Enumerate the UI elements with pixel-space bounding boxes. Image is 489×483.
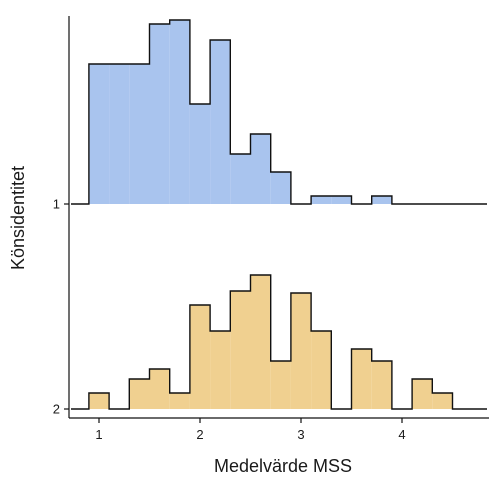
bar-series-1-bin-2 xyxy=(109,64,130,204)
bar-series-1-bin-10 xyxy=(270,172,291,204)
bar-series-2-bin-15 xyxy=(371,361,392,409)
y-tick-label-1: 1 xyxy=(53,197,60,212)
y-axis-title: Könsidentitet xyxy=(8,166,28,270)
series-2 xyxy=(71,274,487,410)
bar-series-2-bin-12 xyxy=(311,331,332,409)
bar-series-2-bin-3 xyxy=(129,379,150,409)
bar-series-1-bin-8 xyxy=(230,154,251,204)
bar-series-2-bin-10 xyxy=(270,361,291,409)
bar-series-2-bin-14 xyxy=(351,349,372,409)
x-tick-label-2: 2 xyxy=(196,427,203,442)
bar-series-1-bin-9 xyxy=(250,134,271,204)
series-1 xyxy=(71,19,487,205)
x-tick-label-3: 3 xyxy=(297,427,304,442)
bar-series-2-bin-18 xyxy=(432,393,453,409)
bar-series-2-bin-9 xyxy=(250,275,271,409)
y-tick-label-2: 2 xyxy=(53,402,60,417)
bar-series-1-bin-4 xyxy=(149,24,170,204)
bar-series-2-bin-6 xyxy=(189,305,211,409)
x-axis-title: Medelvärde MSS xyxy=(214,456,352,476)
outline-series-1 xyxy=(71,19,487,205)
bar-series-1-bin-15 xyxy=(371,196,392,204)
bar-series-1-bin-12 xyxy=(311,196,332,204)
bar-series-2-bin-1 xyxy=(88,393,110,409)
bar-series-2-bin-8 xyxy=(230,291,251,409)
bar-series-2-bin-17 xyxy=(412,379,433,409)
bar-series-1-bin-6 xyxy=(189,104,211,204)
x-tick-label-1: 1 xyxy=(95,427,102,442)
bar-series-1-bin-7 xyxy=(210,40,231,204)
series-layer xyxy=(71,19,487,410)
bar-series-1-bin-13 xyxy=(331,196,352,204)
bar-series-1-bin-5 xyxy=(169,20,190,204)
bar-series-2-bin-7 xyxy=(210,331,231,409)
bar-series-2-bin-4 xyxy=(149,369,170,409)
bar-series-1-bin-1 xyxy=(88,64,110,204)
bar-series-2-bin-11 xyxy=(290,293,312,409)
axes-layer: 1 2 1 2 3 4 xyxy=(53,16,489,442)
bar-series-2-bin-5 xyxy=(169,393,190,409)
x-tick-label-4: 4 xyxy=(398,427,405,442)
outline-series-2 xyxy=(71,274,487,410)
bar-series-1-bin-3 xyxy=(129,64,150,204)
